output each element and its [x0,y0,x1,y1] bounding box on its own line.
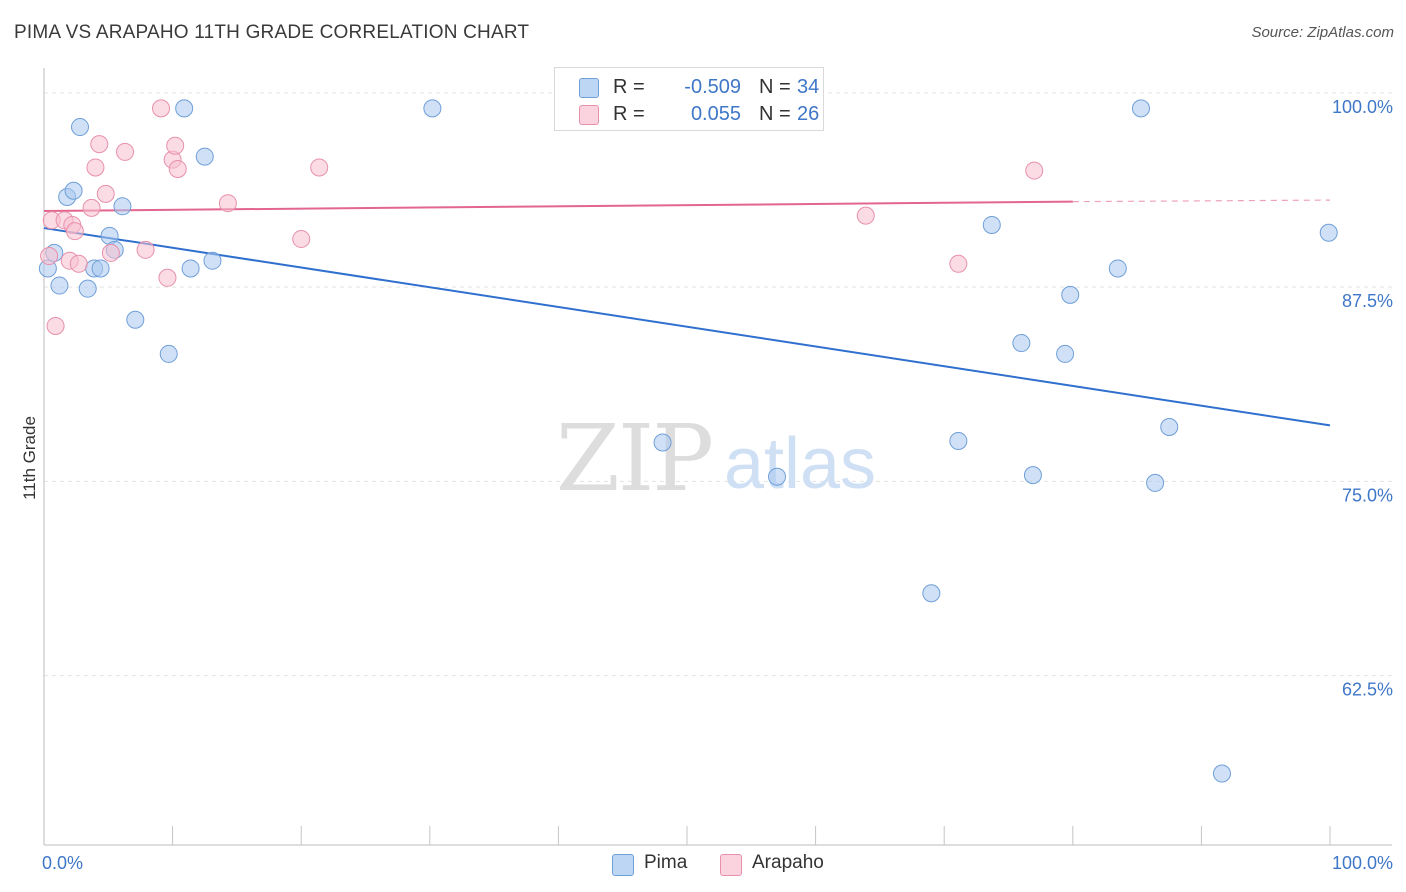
data-point-pima [423,99,442,118]
data-point-pima [1146,473,1165,492]
legend: R = -0.509 N = 34 R = 0.055 N = 26 [554,67,824,131]
trend-lines [43,199,1331,427]
data-point-arapaho [86,158,105,177]
data-point-pima [71,118,90,137]
data-point-arapaho [218,194,237,213]
data-point-arapaho [116,142,135,161]
legend-n-label: N = [759,76,791,98]
data-point-pima [1012,334,1031,353]
data-point-pima [50,276,69,295]
trend-line-pima [43,227,1331,427]
data-point-arapaho [96,184,115,203]
data-point-arapaho [136,240,155,259]
data-point-pima [1212,764,1231,783]
trend-line-extension-arapaho [1072,199,1331,203]
data-point-arapaho [310,158,329,177]
data-point-arapaho [1025,161,1044,180]
axes [43,68,1392,846]
data-point-pima [203,251,222,270]
bottom-legend-label-arapaho: Arapaho [752,852,824,873]
data-point-arapaho [292,229,311,248]
data-point-pima [113,197,132,216]
legend-n-value-arapaho: 26 [797,103,820,125]
data-point-arapaho [82,198,101,217]
data-point-pima [91,259,110,278]
data-point-pima [1023,466,1042,485]
data-point-pima [922,584,941,603]
data-point-pima [175,99,194,118]
data-point-arapaho [46,316,65,335]
data-point-arapaho [166,136,185,155]
legend-r-value-pima: -0.509 [684,76,741,98]
data-points [38,99,1338,783]
tick-labels: 100.0% 87.5% 75.0% 62.5% 0.0% 100.0% [42,97,1393,873]
data-point-pima [768,467,787,486]
x-tick-label: 0.0% [42,853,83,873]
data-point-pima [982,215,1001,234]
data-point-arapaho [856,206,875,225]
data-point-pima [1319,223,1338,242]
data-point-pima [1108,259,1127,278]
y-tick-label: 75.0% [1342,485,1393,505]
data-point-pima [64,181,83,200]
data-point-pima [159,344,178,363]
data-point-pima [1056,344,1075,363]
data-point-pima [653,433,672,452]
data-point-pima [195,147,214,166]
data-point-pima [1061,285,1080,304]
y-tick-label: 100.0% [1332,97,1393,117]
legend-swatch-arapaho [579,105,599,125]
source-label: Source: ZipAtlas.com [1251,24,1394,41]
watermark-atlas: atlas [724,424,876,504]
legend-r-label: R = [613,76,645,98]
legend-n-label: N = [759,103,791,125]
legend-r-value-arapaho: 0.055 [690,103,741,125]
y-tick-label: 62.5% [1342,680,1393,700]
data-point-arapaho [40,247,59,266]
x-tick-label: 100.0% [1332,853,1393,873]
legend-swatch-pima [579,78,599,98]
data-point-arapaho [69,254,88,273]
watermark-zip: ZIP [556,405,712,512]
data-point-arapaho [949,254,968,273]
bottom-legend-swatch-arapaho [720,854,742,876]
legend-n-value-pima: 34 [797,76,820,98]
data-point-arapaho [168,160,187,179]
legend-r-label: R = [613,103,645,125]
data-point-arapaho [152,99,171,118]
data-point-arapaho [90,135,109,154]
data-point-pima [1160,417,1179,436]
bottom-legend-swatch-pima [612,854,634,876]
data-point-arapaho [158,268,177,287]
y-tick-label: 87.5% [1342,291,1393,311]
data-point-arapaho [65,222,84,241]
gridlines [44,92,1392,677]
chart-title: PIMA VS ARAPAHO 11TH GRADE CORRELATION C… [14,22,530,43]
data-point-pima [78,279,97,298]
watermark: ZIP atlas [556,405,876,512]
data-point-pima [181,259,200,278]
data-point-pima [126,310,145,329]
data-point-pima [1131,99,1150,118]
bottom-legend-label-pima: Pima [644,852,688,873]
trend-line-arapaho [43,200,1073,212]
data-point-pima [949,431,968,450]
data-point-arapaho [101,243,120,262]
